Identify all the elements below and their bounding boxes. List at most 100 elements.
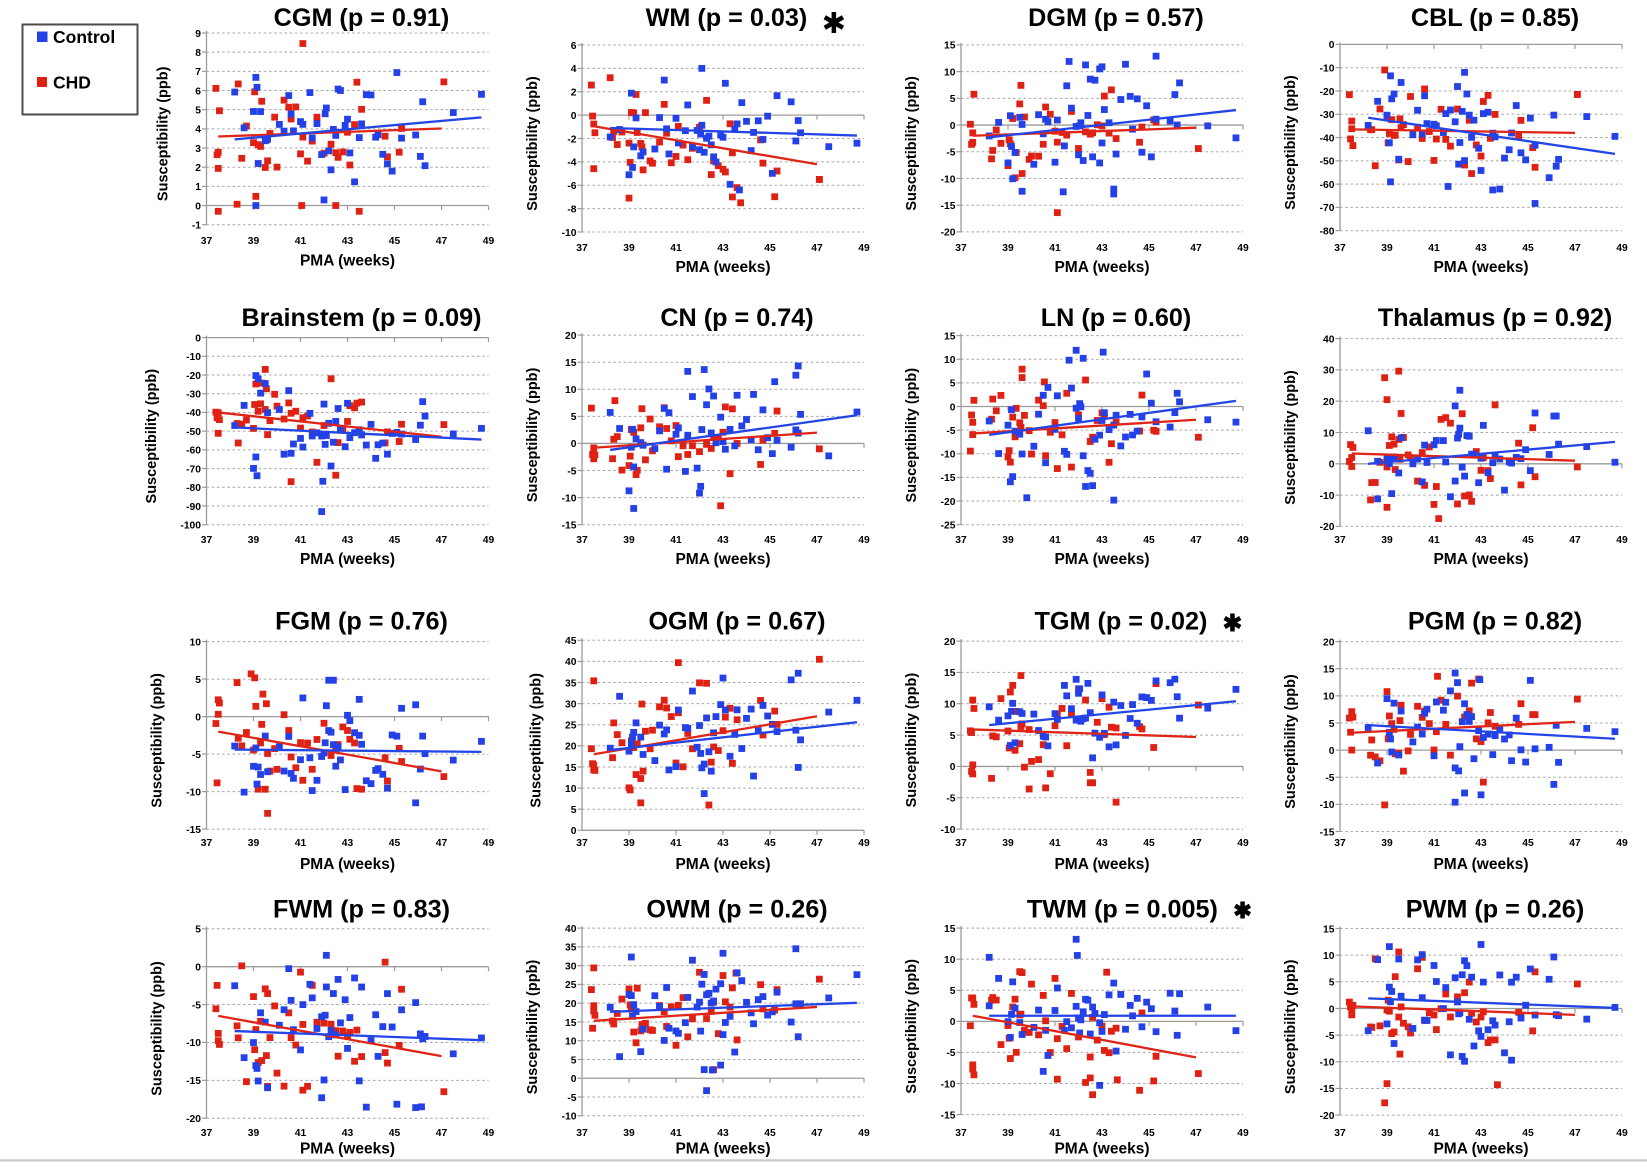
svg-text:FWM (p = 0.83): FWM (p = 0.83) bbox=[273, 896, 450, 924]
svg-text:15: 15 bbox=[565, 1018, 577, 1029]
svg-text:Susceptibility (ppb): Susceptibility (ppb) bbox=[525, 76, 541, 211]
svg-text:37: 37 bbox=[576, 838, 588, 849]
svg-text:-30: -30 bbox=[1320, 110, 1335, 121]
svg-text:PMA (weeks): PMA (weeks) bbox=[675, 551, 770, 568]
svg-text:49: 49 bbox=[858, 1128, 870, 1139]
svg-text:43: 43 bbox=[1096, 1128, 1108, 1139]
svg-text:10: 10 bbox=[1323, 428, 1335, 439]
svg-text:39: 39 bbox=[248, 838, 260, 849]
svg-text:Susceptibility (ppb): Susceptibility (ppb) bbox=[904, 959, 920, 1094]
svg-text:-10: -10 bbox=[186, 787, 201, 798]
svg-text:47: 47 bbox=[1190, 535, 1202, 546]
svg-text:43: 43 bbox=[1475, 243, 1487, 254]
svg-text:41: 41 bbox=[1428, 243, 1440, 254]
svg-text:47: 47 bbox=[1569, 838, 1581, 849]
svg-text:47: 47 bbox=[436, 535, 448, 546]
svg-text:41: 41 bbox=[295, 1128, 307, 1139]
svg-text:-10: -10 bbox=[941, 174, 956, 185]
svg-text:47: 47 bbox=[1190, 838, 1202, 849]
svg-text:49: 49 bbox=[1616, 243, 1628, 254]
svg-text:-80: -80 bbox=[1320, 227, 1335, 238]
svg-text:LN (p = 0.60): LN (p = 0.60) bbox=[1041, 304, 1191, 332]
svg-text:47: 47 bbox=[436, 838, 448, 849]
svg-text:Thalamus (p = 0.92): Thalamus (p = 0.92) bbox=[1378, 304, 1612, 332]
svg-text:-50: -50 bbox=[186, 427, 201, 438]
svg-text:39: 39 bbox=[623, 1128, 635, 1139]
svg-text:45: 45 bbox=[1522, 535, 1534, 546]
svg-text:41: 41 bbox=[670, 1128, 682, 1139]
svg-text:49: 49 bbox=[858, 838, 870, 849]
svg-text:15: 15 bbox=[1323, 924, 1335, 935]
svg-text:-10: -10 bbox=[186, 1038, 201, 1049]
svg-text:37: 37 bbox=[955, 535, 967, 546]
svg-text:-10: -10 bbox=[941, 1079, 956, 1090]
svg-text:-100: -100 bbox=[180, 521, 201, 532]
svg-text:Susceptibility (ppb): Susceptibility (ppb) bbox=[1283, 370, 1299, 505]
svg-text:-5: -5 bbox=[567, 466, 576, 477]
svg-text:-20: -20 bbox=[1320, 1111, 1335, 1122]
svg-text:5: 5 bbox=[571, 805, 577, 816]
svg-text:47: 47 bbox=[811, 838, 823, 849]
svg-text:-8: -8 bbox=[567, 204, 576, 215]
svg-text:49: 49 bbox=[1237, 1128, 1249, 1139]
svg-text:-5: -5 bbox=[946, 148, 955, 159]
svg-text:45: 45 bbox=[389, 838, 401, 849]
svg-text:DGM (p = 0.57): DGM (p = 0.57) bbox=[1028, 4, 1204, 32]
svg-text:49: 49 bbox=[858, 535, 870, 546]
svg-text:45: 45 bbox=[389, 236, 401, 247]
svg-text:-5: -5 bbox=[946, 1048, 955, 1059]
svg-text:15: 15 bbox=[565, 358, 577, 369]
svg-text:Brainstem (p = 0.09): Brainstem (p = 0.09) bbox=[241, 304, 481, 332]
svg-text:-20: -20 bbox=[941, 497, 956, 508]
svg-text:-5: -5 bbox=[946, 426, 955, 437]
svg-text:15: 15 bbox=[944, 924, 956, 935]
svg-text:-6: -6 bbox=[567, 181, 576, 192]
svg-text:Susceptibility (ppb): Susceptibility (ppb) bbox=[529, 673, 545, 808]
svg-text:39: 39 bbox=[623, 243, 635, 254]
svg-text:-30: -30 bbox=[186, 390, 201, 401]
svg-text:CHD: CHD bbox=[53, 73, 91, 93]
svg-text:49: 49 bbox=[1616, 1128, 1628, 1139]
svg-text:37: 37 bbox=[1334, 535, 1346, 546]
svg-text:-5: -5 bbox=[567, 1093, 576, 1104]
svg-text:-2: -2 bbox=[567, 134, 576, 145]
svg-text:WM (p = 0.03): WM (p = 0.03) bbox=[646, 4, 808, 32]
svg-text:45: 45 bbox=[764, 243, 776, 254]
svg-text:0: 0 bbox=[195, 962, 201, 973]
svg-text:1: 1 bbox=[195, 182, 201, 193]
svg-text:TWM (p = 0.005): TWM (p = 0.005) bbox=[1027, 896, 1218, 924]
svg-text:7: 7 bbox=[195, 67, 201, 78]
svg-text:39: 39 bbox=[248, 1128, 260, 1139]
svg-text:-80: -80 bbox=[186, 483, 201, 494]
svg-text:0: 0 bbox=[571, 439, 577, 450]
svg-text:-5: -5 bbox=[1325, 1031, 1334, 1042]
svg-text:3: 3 bbox=[195, 144, 201, 155]
svg-text:20: 20 bbox=[565, 999, 577, 1010]
svg-text:37: 37 bbox=[1334, 1128, 1346, 1139]
svg-text:47: 47 bbox=[1569, 1128, 1581, 1139]
svg-text:41: 41 bbox=[670, 535, 682, 546]
svg-text:PMA (weeks): PMA (weeks) bbox=[1054, 551, 1149, 568]
svg-text:37: 37 bbox=[576, 243, 588, 254]
svg-text:41: 41 bbox=[670, 243, 682, 254]
svg-text:Susceptibility (ppb): Susceptibility (ppb) bbox=[150, 673, 166, 808]
svg-text:39: 39 bbox=[1002, 1128, 1014, 1139]
svg-text:39: 39 bbox=[1002, 535, 1014, 546]
svg-text:5: 5 bbox=[1329, 719, 1335, 730]
svg-text:39: 39 bbox=[1381, 243, 1393, 254]
svg-text:-5: -5 bbox=[192, 1000, 201, 1011]
svg-text:4: 4 bbox=[571, 64, 577, 75]
svg-text:PMA (weeks): PMA (weeks) bbox=[300, 551, 395, 568]
svg-text:6: 6 bbox=[195, 86, 201, 97]
svg-text:Susceptibility (ppb): Susceptibility (ppb) bbox=[904, 368, 920, 503]
svg-text:-90: -90 bbox=[186, 502, 201, 513]
svg-text:45: 45 bbox=[1522, 243, 1534, 254]
svg-text:41: 41 bbox=[295, 236, 307, 247]
svg-text:39: 39 bbox=[1381, 838, 1393, 849]
svg-text:-20: -20 bbox=[941, 228, 956, 239]
svg-text:39: 39 bbox=[1002, 838, 1014, 849]
svg-text:41: 41 bbox=[295, 535, 307, 546]
svg-text:39: 39 bbox=[1381, 535, 1393, 546]
svg-text:-20: -20 bbox=[186, 1114, 201, 1125]
svg-text:Susceptibility (ppb): Susceptibility (ppb) bbox=[1283, 674, 1299, 809]
